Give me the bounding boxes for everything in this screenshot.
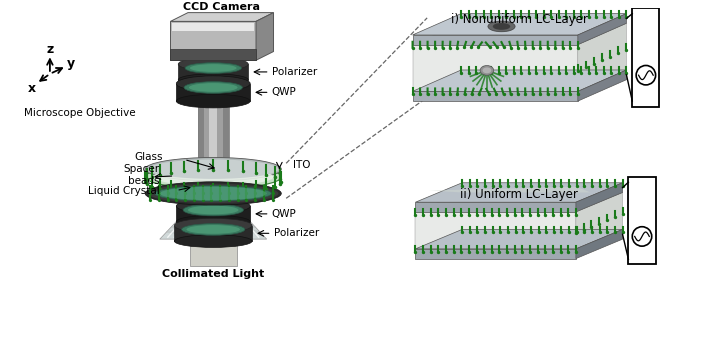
Ellipse shape — [177, 199, 250, 213]
Ellipse shape — [160, 187, 267, 200]
Polygon shape — [576, 183, 622, 212]
Polygon shape — [170, 13, 273, 21]
Ellipse shape — [187, 225, 240, 234]
Text: z: z — [47, 43, 54, 56]
Polygon shape — [172, 23, 254, 31]
Text: Collimated Light: Collimated Light — [162, 269, 265, 279]
Ellipse shape — [178, 57, 248, 71]
Ellipse shape — [182, 224, 245, 235]
Text: Microscope Objective: Microscope Objective — [24, 108, 135, 118]
Ellipse shape — [632, 227, 651, 246]
Polygon shape — [256, 13, 273, 60]
Text: Spacer
beads: Spacer beads — [124, 164, 160, 186]
Polygon shape — [430, 187, 590, 192]
Ellipse shape — [177, 76, 250, 91]
Ellipse shape — [176, 220, 251, 225]
Ellipse shape — [488, 21, 515, 32]
Polygon shape — [415, 230, 622, 249]
Ellipse shape — [178, 74, 248, 86]
Text: CCD Camera: CCD Camera — [183, 2, 260, 12]
Ellipse shape — [177, 215, 250, 228]
Text: QWP: QWP — [272, 87, 297, 97]
Polygon shape — [415, 202, 576, 212]
Ellipse shape — [177, 94, 250, 108]
Text: Liquid Crystal: Liquid Crystal — [88, 186, 160, 196]
Ellipse shape — [145, 165, 281, 188]
Polygon shape — [578, 23, 627, 91]
Ellipse shape — [145, 158, 281, 181]
Polygon shape — [223, 101, 229, 165]
Polygon shape — [415, 249, 576, 259]
Polygon shape — [576, 230, 622, 259]
Ellipse shape — [166, 230, 260, 234]
Polygon shape — [415, 212, 576, 249]
Polygon shape — [632, 8, 659, 107]
Ellipse shape — [636, 66, 656, 85]
Polygon shape — [415, 192, 622, 212]
Ellipse shape — [183, 204, 244, 216]
Ellipse shape — [148, 159, 278, 179]
Ellipse shape — [483, 67, 491, 73]
Ellipse shape — [190, 205, 237, 210]
Polygon shape — [198, 101, 204, 165]
Ellipse shape — [493, 23, 510, 30]
Ellipse shape — [480, 66, 494, 75]
Ellipse shape — [174, 235, 252, 247]
Ellipse shape — [180, 215, 246, 220]
Text: QWP: QWP — [272, 209, 297, 219]
Text: ITO: ITO — [293, 160, 310, 170]
Text: x: x — [28, 82, 36, 95]
Polygon shape — [578, 70, 627, 101]
Ellipse shape — [171, 225, 255, 230]
Text: i) Nonuniform LC-Layer: i) Nonuniform LC-Layer — [451, 13, 588, 26]
Polygon shape — [177, 84, 250, 101]
Polygon shape — [412, 35, 578, 45]
Ellipse shape — [145, 182, 281, 205]
Text: Polarizer: Polarizer — [273, 228, 318, 238]
Polygon shape — [174, 226, 252, 241]
Ellipse shape — [153, 168, 273, 186]
Ellipse shape — [190, 64, 236, 72]
Text: y: y — [67, 57, 76, 70]
Ellipse shape — [185, 63, 241, 73]
Polygon shape — [576, 192, 622, 249]
Polygon shape — [578, 14, 627, 45]
Ellipse shape — [185, 210, 241, 215]
Polygon shape — [415, 183, 622, 202]
Polygon shape — [412, 14, 627, 35]
Ellipse shape — [184, 82, 242, 93]
Polygon shape — [198, 101, 229, 165]
Polygon shape — [209, 101, 217, 165]
Text: Glass: Glass — [134, 152, 163, 163]
Ellipse shape — [174, 218, 252, 233]
Ellipse shape — [194, 200, 233, 205]
Ellipse shape — [148, 184, 278, 203]
Ellipse shape — [198, 196, 228, 200]
Polygon shape — [412, 23, 627, 45]
Polygon shape — [412, 91, 578, 101]
Polygon shape — [170, 48, 256, 60]
Ellipse shape — [189, 83, 238, 92]
Text: ii) Uniform LC-Layer: ii) Uniform LC-Layer — [460, 188, 578, 201]
Polygon shape — [160, 191, 267, 239]
Polygon shape — [190, 237, 242, 245]
Polygon shape — [190, 245, 236, 266]
Polygon shape — [628, 177, 656, 264]
Polygon shape — [178, 64, 248, 80]
Polygon shape — [170, 21, 256, 60]
Polygon shape — [412, 45, 578, 91]
Ellipse shape — [155, 186, 272, 201]
Ellipse shape — [188, 206, 238, 214]
Polygon shape — [177, 206, 250, 221]
Polygon shape — [412, 70, 627, 91]
Text: Polarizer: Polarizer — [272, 67, 317, 77]
